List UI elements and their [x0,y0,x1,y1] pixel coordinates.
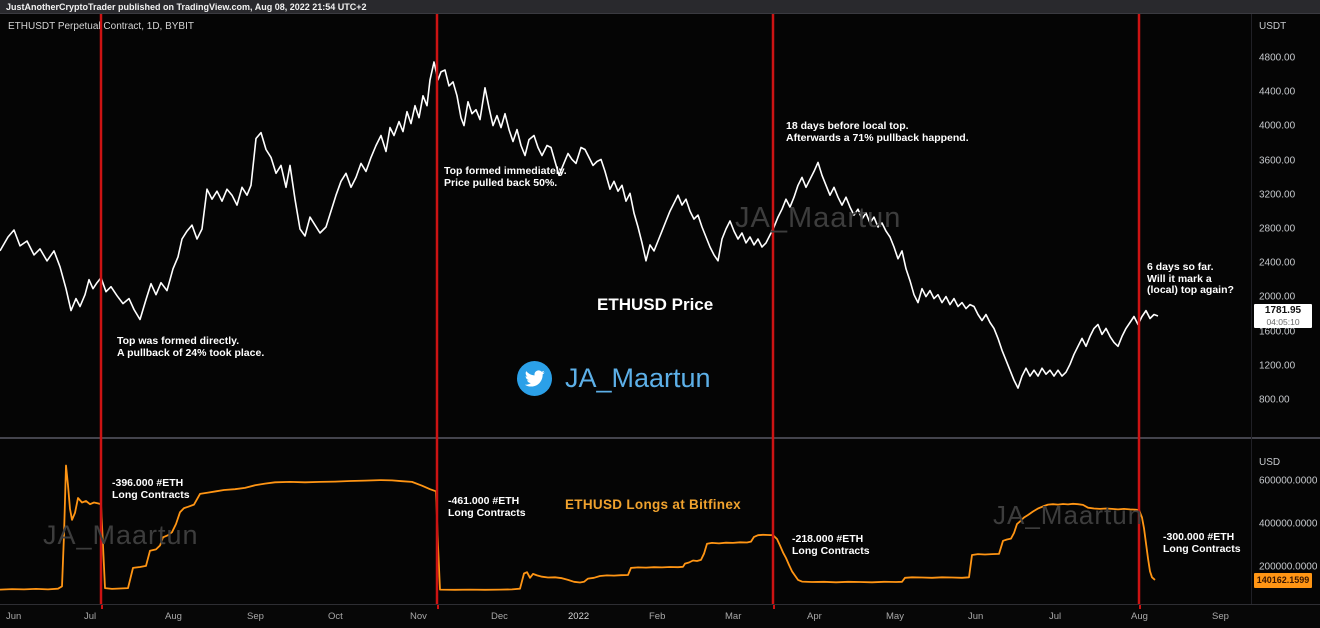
price-axis-tick: 4800.00 [1259,52,1296,64]
watermark-text: JA_Maartun [993,500,1144,530]
price-axis-tick: 4000.00 [1259,120,1296,132]
price-axis-tick: 4400.00 [1259,86,1296,98]
chart-annotation: Top was formed directly. A pullback of 24… [117,335,265,359]
longs-axis-tick: 400000.0000 [1259,518,1318,530]
time-axis-label: May [886,611,904,622]
chart-annotation: -218.000 #ETH Long Contracts [792,533,870,557]
chart-annotation: -461.000 #ETH Long Contracts [448,495,526,519]
price-axis-tick: 1200.00 [1259,360,1296,372]
time-axis-label: Oct [328,611,343,622]
last-longs-tag: 140162.1599 [1254,573,1312,588]
last-price-tag: 1781.95 04:05:10 [1254,304,1312,328]
time-axis-label: Sep [1212,611,1229,622]
price-axis-tick: 2800.00 [1259,223,1296,235]
price-axis-tick: 3600.00 [1259,155,1296,167]
price-series-label: ETHUSD Price [597,295,714,314]
annotation-line: Will it mark a [1147,272,1212,285]
symbol-title: ETHUSDT Perpetual Contract, 1D, BYBIT [8,21,194,32]
price-axis-tick: 800.00 [1259,394,1290,406]
annotation-line: Afterwards a 71% pullback happend. [786,131,969,144]
watermark-text: JA_Maartun [43,520,199,550]
axis-border [1251,14,1252,604]
time-axis-label: Aug [165,611,182,622]
event-line-axis-stub [1139,605,1141,609]
annotation-line: Top was formed directly. [117,335,240,347]
annotation-line: 18 days before local top. [786,120,909,132]
longs-series-label: ETHUSD Longs at Bitfinex [565,497,741,512]
price-line [0,61,1159,389]
time-axis-label: Nov [410,611,427,622]
last-price-value: 1781.95 [1264,305,1302,316]
longs-axis-tick: 600000.0000 [1259,475,1318,487]
annotation-line: Long Contracts [1163,542,1241,555]
price-axis-unit: USDT [1259,21,1287,32]
time-axis-label: Aug [1131,611,1148,622]
annotation-line: Long Contracts [448,506,526,519]
annotation-line: A pullback of 24% took place. [117,346,265,359]
annotation-line: Top formed immediately. [444,165,567,177]
time-axis-label: Apr [807,611,822,622]
time-axis-strip[interactable] [0,604,1320,628]
twitter-handle: JA_Maartun [565,363,711,393]
time-axis-label: Mar [725,611,742,622]
annotation-line: Price pulled back 50%. [444,176,558,189]
longs-axis-unit: USD [1259,457,1281,468]
annotation-line: -461.000 #ETH [448,495,520,507]
annotation-line: 6 days so far. [1147,261,1214,273]
price-axis-tick: 3200.00 [1259,189,1296,201]
longs-line [0,464,1156,591]
bar-countdown: 04:05:10 [1266,317,1300,327]
panel-divider[interactable] [0,437,1320,439]
longs-axis-tick: 200000.0000 [1259,561,1318,573]
chart-annotation: 18 days before local top. Afterwards a 71… [786,120,969,144]
chart-annotation: Top formed immediately. Price pulled back… [444,165,567,189]
price-axis-tick: 2400.00 [1259,257,1296,269]
attribution-text: JustAnotherCryptoTrader published on Tra… [6,2,367,12]
price-axis-tick: 2000.00 [1259,291,1296,303]
time-axis-label: Jun [6,611,22,622]
annotation-line: -396.000 #ETH [112,477,184,489]
time-axis-label: Jul [84,611,97,622]
time-axis-label: 2022 [568,611,590,622]
twitter-icon [517,361,552,396]
time-axis-label: Jul [1049,611,1062,622]
chart-annotation: -396.000 #ETH Long Contracts [112,477,190,501]
chart-annotation: 6 days so far. Will it mark a (local) top … [1147,261,1234,297]
price-axis-tick: 1600.00 [1259,326,1296,338]
annotation-line: -218.000 #ETH [792,533,864,545]
watermark-text: JA_Maartun [735,202,902,234]
annotation-line: (local) top again? [1147,284,1234,296]
annotation-line: Long Contracts [112,488,190,501]
time-axis-label: Dec [491,611,508,622]
twitter-badge: JA_Maartun [517,361,711,396]
annotation-line: Long Contracts [792,544,870,557]
time-axis-label: Jun [968,611,984,622]
event-line-axis-stub [437,605,439,609]
attribution-bar: JustAnotherCryptoTrader published on Tra… [0,0,1320,14]
time-axis-label: Sep [247,611,264,622]
time-axis-label: Feb [649,611,666,622]
event-line-axis-stub [101,605,103,609]
twitter-bird-icon [524,370,545,387]
chart-annotation: -300.000 #ETH Long Contracts [1163,531,1241,555]
event-line-axis-stub [773,605,775,609]
annotation-line: -300.000 #ETH [1163,531,1235,543]
